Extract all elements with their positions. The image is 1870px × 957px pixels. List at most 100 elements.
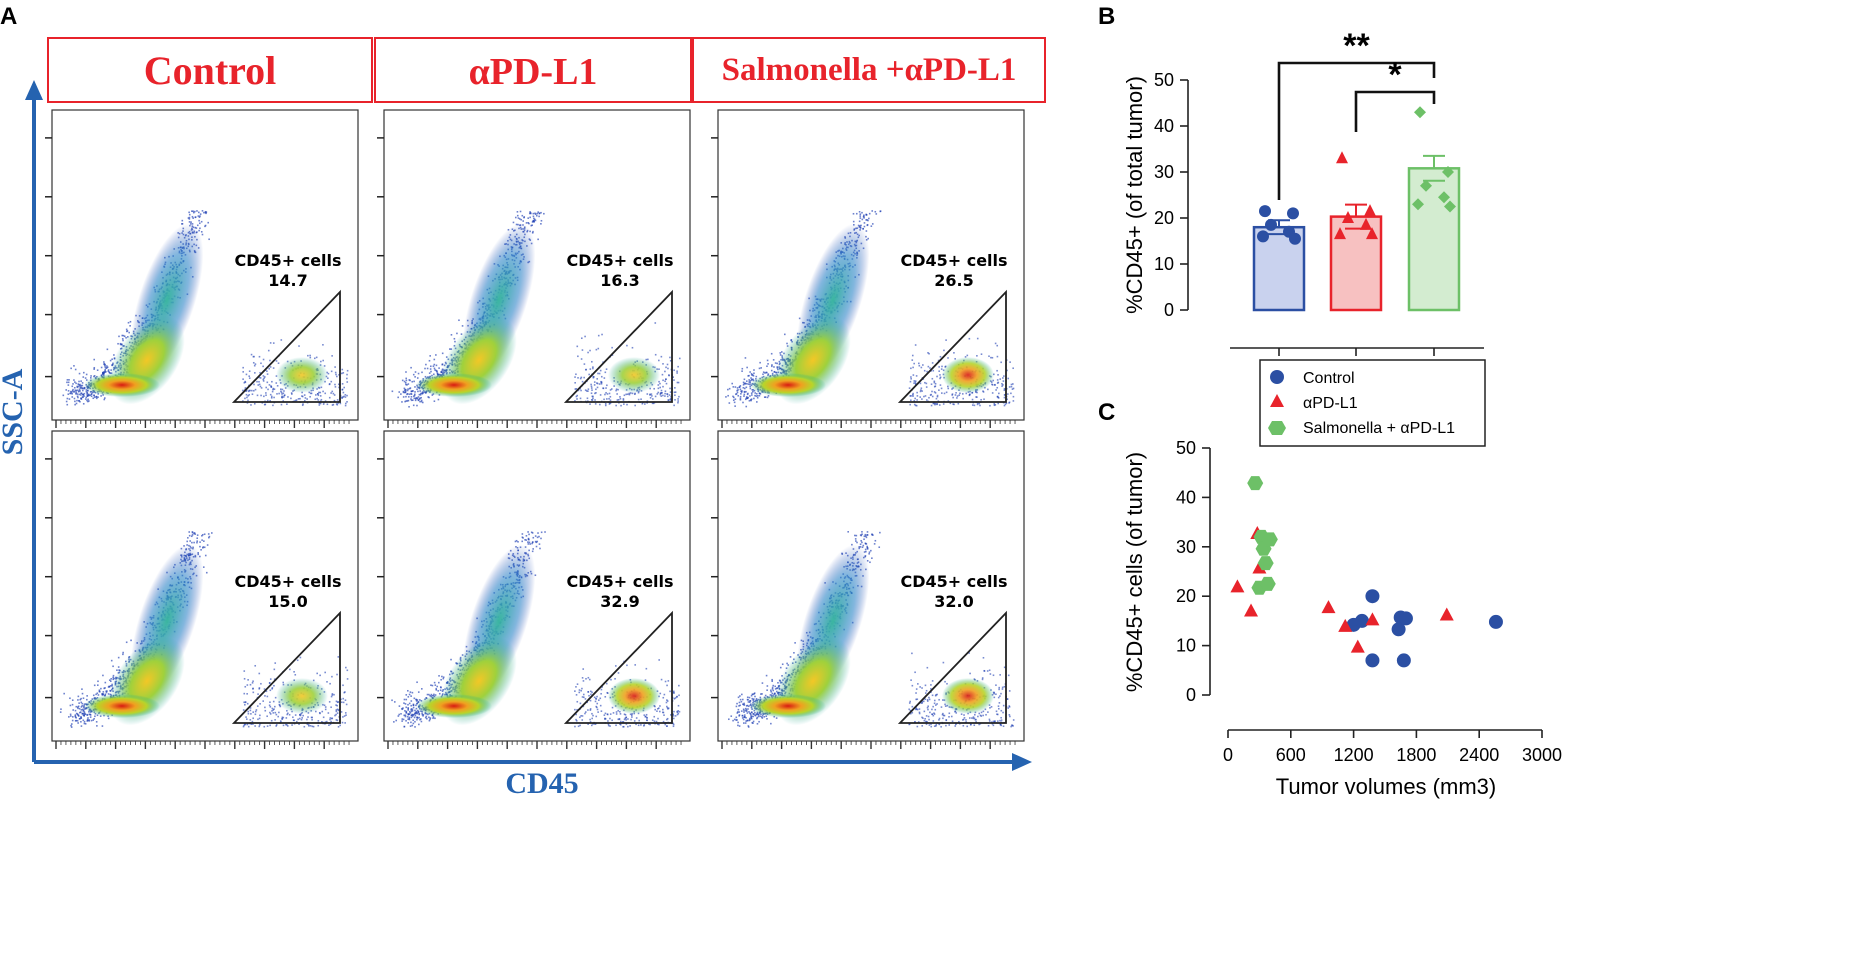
flow-event bbox=[80, 384, 82, 387]
flow-event bbox=[205, 571, 208, 574]
flow-event bbox=[273, 678, 276, 681]
flow-event bbox=[319, 391, 322, 394]
flow-event bbox=[328, 724, 330, 726]
flow-event bbox=[750, 398, 753, 400]
flow-event bbox=[657, 391, 660, 394]
header-box-apdl1 bbox=[374, 37, 692, 103]
flow-event bbox=[254, 710, 257, 713]
flow-event bbox=[764, 396, 767, 398]
flow-event bbox=[750, 377, 752, 379]
flow-event bbox=[610, 388, 613, 390]
flow-event bbox=[603, 398, 605, 401]
flow-event bbox=[315, 710, 317, 713]
flow-event bbox=[326, 681, 328, 683]
flow-event bbox=[98, 689, 101, 692]
flow-event bbox=[259, 714, 261, 717]
flow-event bbox=[996, 344, 999, 347]
flow-event bbox=[250, 404, 252, 406]
flow-event bbox=[106, 348, 109, 351]
flow-event bbox=[274, 711, 277, 714]
flow-event bbox=[345, 714, 347, 716]
flow-event bbox=[589, 349, 591, 352]
flow-event bbox=[599, 369, 602, 372]
flow-event bbox=[750, 392, 753, 394]
flow-event bbox=[587, 388, 590, 390]
flow-event bbox=[858, 220, 861, 223]
flow-event bbox=[117, 656, 120, 659]
flow-event bbox=[83, 711, 86, 713]
flow-event bbox=[82, 709, 85, 711]
flow-event bbox=[259, 703, 261, 705]
flow-event bbox=[662, 363, 664, 365]
flow-event bbox=[419, 394, 422, 396]
flow-event bbox=[75, 716, 77, 719]
flow-event bbox=[739, 395, 742, 398]
flow-event bbox=[83, 715, 85, 717]
flow-event bbox=[756, 401, 758, 403]
flow-event bbox=[664, 380, 666, 383]
flow-event bbox=[739, 398, 742, 401]
flow-event bbox=[77, 390, 80, 393]
flow-event bbox=[280, 391, 283, 394]
flow-event bbox=[128, 331, 130, 334]
flow-event bbox=[622, 398, 625, 400]
flow-event bbox=[322, 403, 325, 405]
flow-event bbox=[914, 404, 917, 407]
flow-event bbox=[270, 385, 272, 387]
flow-event bbox=[309, 724, 312, 727]
flow-event bbox=[910, 395, 912, 397]
flow-event bbox=[874, 210, 877, 213]
flow-event bbox=[291, 393, 293, 395]
flow-event bbox=[324, 706, 327, 708]
flow-event bbox=[424, 367, 426, 370]
flow-event bbox=[405, 395, 407, 398]
flow-event bbox=[413, 394, 416, 397]
flow-event bbox=[654, 322, 657, 324]
flow-event bbox=[736, 387, 739, 389]
flow-event bbox=[90, 719, 93, 722]
flow-event bbox=[69, 392, 71, 395]
flow-event bbox=[405, 377, 408, 380]
flow-event bbox=[242, 371, 245, 373]
flow-event bbox=[296, 659, 299, 662]
flow-event bbox=[282, 392, 285, 395]
flow-event bbox=[408, 379, 411, 381]
flow-event bbox=[766, 359, 769, 362]
flow-event bbox=[81, 712, 83, 715]
flow-event bbox=[298, 717, 301, 720]
flow-event bbox=[991, 383, 993, 386]
flow-event bbox=[405, 400, 408, 402]
flow-event bbox=[80, 720, 82, 723]
flow-event bbox=[201, 534, 203, 537]
flow-event bbox=[122, 334, 125, 337]
flow-event bbox=[737, 389, 739, 391]
flow-event bbox=[672, 376, 675, 378]
flow-event bbox=[591, 389, 593, 391]
density-blob-hot bbox=[84, 373, 160, 397]
flow-event bbox=[342, 391, 345, 394]
density-blob-hot bbox=[84, 694, 160, 718]
flow-event bbox=[247, 394, 249, 397]
flow-event bbox=[611, 346, 613, 349]
flow-event bbox=[945, 339, 947, 341]
flow-event bbox=[753, 369, 755, 371]
flow-event bbox=[328, 396, 331, 399]
flow-event bbox=[86, 698, 88, 701]
flow-event bbox=[736, 391, 739, 394]
flow-event bbox=[90, 393, 93, 396]
flow-event bbox=[644, 403, 646, 405]
flow-event bbox=[342, 697, 345, 700]
flow-event bbox=[304, 397, 307, 399]
flow-event bbox=[521, 214, 524, 217]
flow-event bbox=[602, 387, 604, 390]
flow-event bbox=[592, 376, 595, 379]
flow-event bbox=[402, 396, 405, 398]
flow-event bbox=[971, 391, 974, 394]
flow-event bbox=[77, 385, 80, 388]
flow-event bbox=[909, 380, 912, 383]
flow-event bbox=[109, 685, 112, 687]
flow-event bbox=[324, 392, 327, 395]
flow-event bbox=[982, 390, 984, 392]
flow-event bbox=[196, 540, 199, 542]
